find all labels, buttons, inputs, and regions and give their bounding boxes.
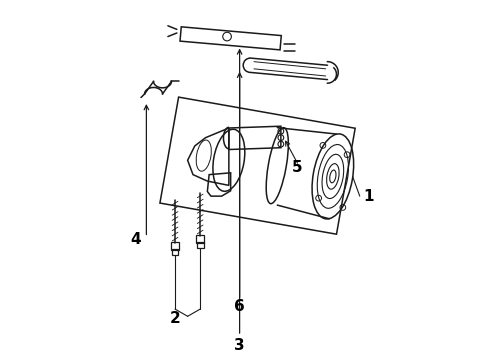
- Text: 2: 2: [170, 311, 180, 325]
- Text: 5: 5: [292, 160, 302, 175]
- Text: 4: 4: [130, 232, 141, 247]
- Text: 1: 1: [364, 189, 374, 204]
- Text: 3: 3: [234, 338, 245, 353]
- Text: 6: 6: [234, 299, 245, 314]
